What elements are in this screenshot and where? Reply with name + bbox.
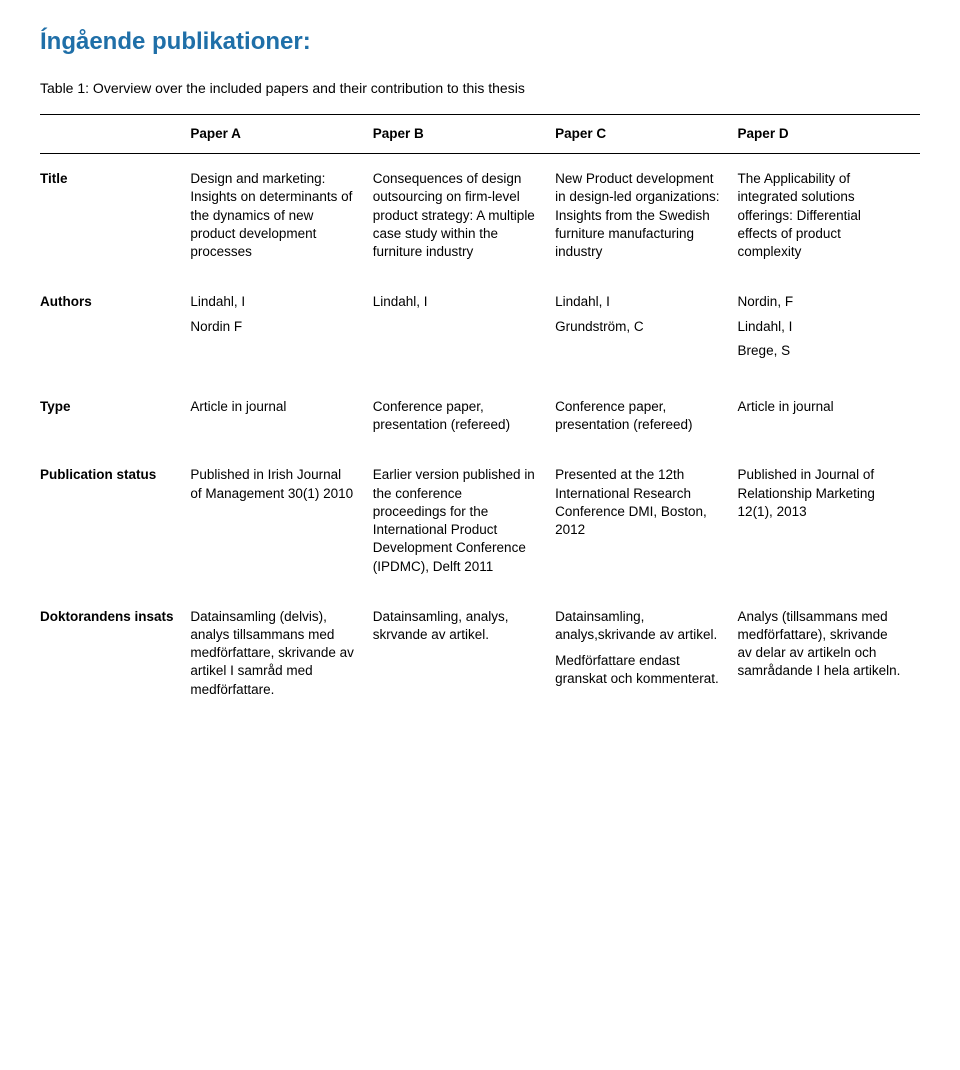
authors-a: Lindahl, I Nordin F — [190, 277, 372, 382]
col-empty — [40, 115, 190, 154]
row-authors-label: Authors — [40, 277, 190, 382]
row-title-label: Title — [40, 154, 190, 278]
author-b1: Lindahl, I — [373, 293, 537, 311]
author-d1: Nordin, F — [738, 293, 902, 311]
row-pubstatus-label: Publication status — [40, 450, 190, 591]
insats-b: Datainsamling, analys, skrvande av artik… — [373, 592, 555, 715]
insats-a: Datainsamling (delvis), analys tillsamma… — [190, 592, 372, 715]
author-a1: Lindahl, I — [190, 293, 354, 311]
pubstatus-a: Published in Irish Journal of Management… — [190, 450, 372, 591]
col-paper-d: Paper D — [738, 115, 920, 154]
row-type-label: Type — [40, 382, 190, 450]
author-d3: Brege, S — [738, 342, 902, 360]
table-caption: Table 1: Overview over the included pape… — [40, 80, 920, 96]
type-d: Article in journal — [738, 382, 920, 450]
pubstatus-b: Earlier version published in the confere… — [373, 450, 555, 591]
row-type: Type Article in journal Conference paper… — [40, 382, 920, 450]
title-b: Consequences of design outsourcing on fi… — [373, 154, 555, 278]
title-a: Design and marketing: Insights on determ… — [190, 154, 372, 278]
authors-b: Lindahl, I — [373, 277, 555, 382]
author-a2: Nordin F — [190, 318, 354, 336]
title-d: The Applicability of integrated solution… — [738, 154, 920, 278]
pubstatus-c: Presented at the 12th International Rese… — [555, 450, 737, 591]
row-insats-label: Doktorandens insats — [40, 592, 190, 715]
insats-d: Analys (tillsammans med medförfattare), … — [738, 592, 920, 715]
pubstatus-d: Published in Journal of Relationship Mar… — [738, 450, 920, 591]
col-paper-a: Paper A — [190, 115, 372, 154]
papers-table: Paper A Paper B Paper C Paper D Title De… — [40, 114, 920, 715]
type-a: Article in journal — [190, 382, 372, 450]
type-b: Conference paper, presentation (refereed… — [373, 382, 555, 450]
col-paper-c: Paper C — [555, 115, 737, 154]
author-c1: Lindahl, I — [555, 293, 719, 311]
insats-c2: Medförfattare endast granskat och kommen… — [555, 652, 719, 688]
row-title: Title Design and marketing: Insights on … — [40, 154, 920, 278]
insats-c: Datainsamling, analys,skrivande av artik… — [555, 592, 737, 715]
authors-c: Lindahl, I Grundström, C — [555, 277, 737, 382]
author-c2: Grundström, C — [555, 318, 719, 336]
insats-c1: Datainsamling, analys,skrivande av artik… — [555, 608, 719, 644]
table-header-row: Paper A Paper B Paper C Paper D — [40, 115, 920, 154]
type-c: Conference paper, presentation (refereed… — [555, 382, 737, 450]
authors-d: Nordin, F Lindahl, I Brege, S — [738, 277, 920, 382]
title-c: New Product development in design-led or… — [555, 154, 737, 278]
row-pubstatus: Publication status Published in Irish Jo… — [40, 450, 920, 591]
row-insats: Doktorandens insats Datainsamling (delvi… — [40, 592, 920, 715]
col-paper-b: Paper B — [373, 115, 555, 154]
page-heading: Íngående publikationer: — [40, 28, 920, 56]
author-d2: Lindahl, I — [738, 318, 902, 336]
row-authors: Authors Lindahl, I Nordin F Lindahl, I L… — [40, 277, 920, 382]
